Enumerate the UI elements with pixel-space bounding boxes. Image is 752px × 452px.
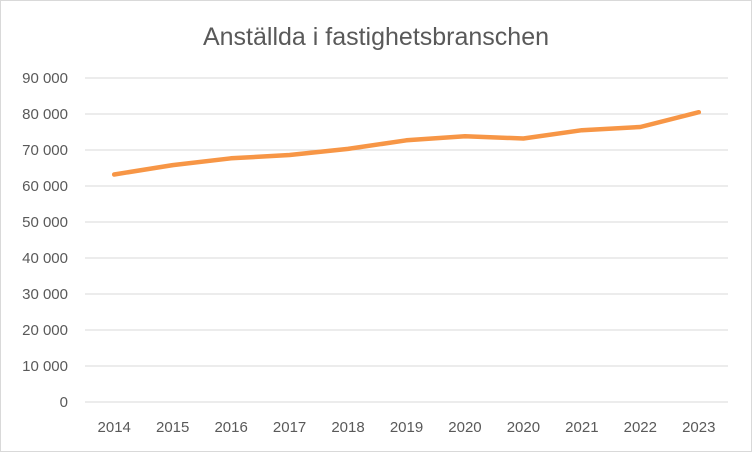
x-tick-label: 2014 xyxy=(98,419,131,436)
y-tick-label: 10 000 xyxy=(22,358,68,375)
chart-title: Anställda i fastighetsbranschen xyxy=(203,23,549,51)
gridlines xyxy=(85,77,728,403)
y-axis: 0 10 000 20 000 30 000 40 000 50 000 60 000 70 … xyxy=(22,70,68,411)
data-point xyxy=(696,110,701,115)
data-point xyxy=(404,138,409,143)
plot-series xyxy=(111,109,702,177)
x-tick-label: 2016 xyxy=(214,419,247,436)
data-point xyxy=(346,146,351,151)
data-point xyxy=(287,153,292,158)
x-tick-label: 2017 xyxy=(273,419,306,436)
data-point xyxy=(521,136,526,141)
x-tick-label: 2020 xyxy=(507,419,540,436)
y-tick-label: 40 000 xyxy=(22,250,68,267)
y-tick-label: 70 000 xyxy=(22,142,68,159)
y-tick-label: 50 000 xyxy=(22,214,68,231)
x-tick-label: 2015 xyxy=(156,419,189,436)
x-axis: 2014 2015 2016 2017 2018 2019 2020 2020 2021 2022… xyxy=(98,419,716,436)
series-line xyxy=(111,109,702,177)
y-tick-label: 90 000 xyxy=(22,70,68,87)
data-point xyxy=(112,172,117,177)
y-tick-label: 60 000 xyxy=(22,178,68,195)
y-tick-label: 80 000 xyxy=(22,106,68,123)
y-tick-label: 30 000 xyxy=(22,286,68,303)
data-point xyxy=(579,128,584,133)
x-tick-label: 2019 xyxy=(390,419,423,436)
x-tick-label: 2021 xyxy=(565,419,598,436)
x-tick-label: 2018 xyxy=(331,419,364,436)
x-tick-label: 2023 xyxy=(682,419,715,436)
data-point xyxy=(170,163,175,168)
y-tick-label: 20 000 xyxy=(22,322,68,339)
x-tick-label: 2020 xyxy=(448,419,481,436)
y-tick-label: 0 xyxy=(60,394,68,411)
data-point xyxy=(462,134,467,139)
data-point xyxy=(229,156,234,161)
x-tick-label: 2022 xyxy=(624,419,657,436)
data-point xyxy=(638,124,643,129)
